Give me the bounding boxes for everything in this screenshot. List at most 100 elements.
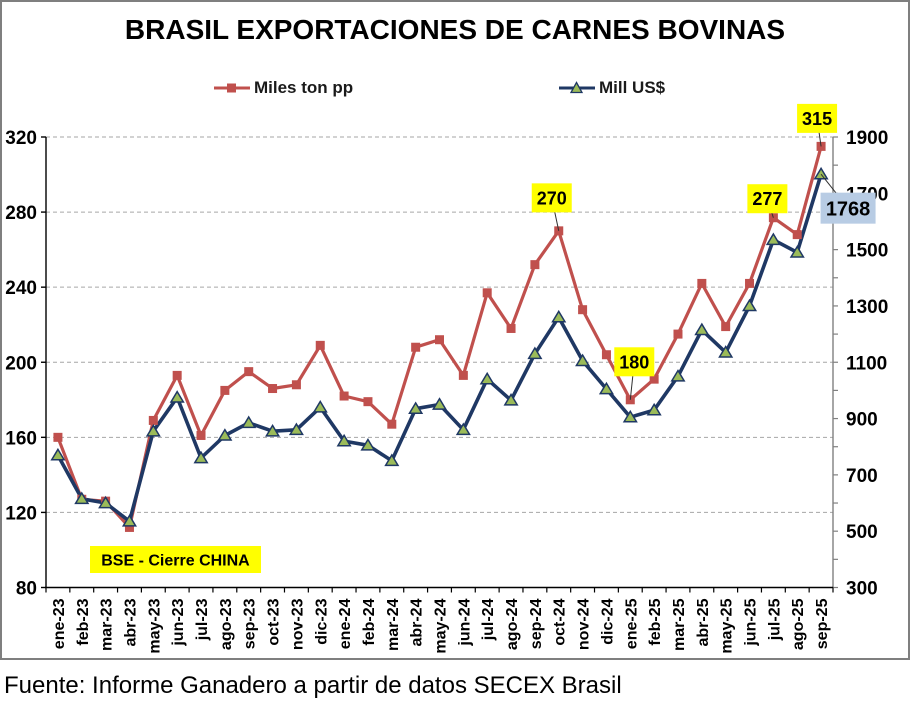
data-point-marker	[506, 323, 516, 333]
data-point-marker	[265, 423, 281, 437]
data-point-marker	[649, 374, 659, 384]
x-axis-label: oct-24	[552, 598, 569, 645]
legend-item-miles-ton: Miles ton pp	[213, 78, 353, 98]
data-point-marker	[124, 522, 134, 532]
annotation-label: 180	[619, 352, 649, 372]
x-axis-label: abr-23	[122, 598, 139, 646]
data-point-marker	[169, 390, 185, 403]
data-point-marker	[384, 453, 400, 467]
x-axis-label: may-23	[146, 598, 163, 653]
data-point-marker	[336, 433, 352, 447]
annotation-box	[90, 546, 261, 573]
x-axis-label: sep-23	[242, 598, 259, 649]
left-axis-tick-label: 320	[5, 128, 37, 149]
left-axis-tick-label: 240	[5, 278, 37, 299]
chart-legend: Miles ton pp Mill US$	[2, 78, 908, 102]
x-axis-label: feb-25	[647, 598, 664, 645]
x-axis-label: oct-23	[266, 598, 283, 645]
data-point-marker	[387, 419, 397, 429]
x-axis-label: mar-24	[385, 598, 402, 651]
x-axis-label: ene-25	[623, 598, 640, 649]
data-point-marker	[745, 278, 755, 288]
chart-figure: BRASIL EXPORTACIONES DE CARNES BOVINAS M…	[0, 0, 910, 660]
annotation-box	[797, 103, 838, 133]
data-point-marker	[458, 370, 468, 380]
data-point-marker	[673, 329, 683, 339]
annotation-box	[531, 183, 572, 213]
annotations: BSE - Cierre CHINA 270 180 277 315 1768	[90, 103, 876, 573]
data-point-marker	[646, 402, 662, 416]
data-point-marker	[172, 370, 182, 380]
legend-item-mill-usd: Mill US$	[558, 78, 665, 98]
annotation-label: 1768	[826, 198, 871, 220]
data-point-marker	[98, 495, 114, 509]
data-point-marker	[601, 350, 611, 360]
x-axis-labels: ene-23 feb-23 mar-23 abr-23 may-23 jun-23 jul-…	[51, 598, 831, 653]
x-axis-label: ene-24	[337, 598, 354, 649]
x-axis-label: may-25	[719, 598, 736, 653]
left-axis-tick-label: 120	[5, 503, 37, 524]
data-point-marker	[360, 438, 376, 451]
data-point-marker	[121, 514, 137, 527]
gridlines	[46, 136, 833, 513]
data-point-marker	[50, 447, 66, 461]
right-axis-tick-label: 1100	[846, 353, 887, 374]
data-point-marker	[291, 380, 301, 390]
x-axis-label: ene-23	[51, 598, 68, 649]
x-axis-label: jul-23	[194, 598, 211, 641]
legend-marker-square-icon	[214, 83, 250, 93]
data-point-marker	[268, 384, 278, 394]
data-point-marker	[482, 288, 492, 298]
data-point-marker	[148, 415, 158, 425]
data-point-marker	[813, 166, 829, 180]
data-point-marker	[74, 491, 90, 505]
annotation-label: 315	[802, 109, 832, 129]
x-axis-label: ago-25	[790, 598, 807, 650]
x-axis-label: jul-25	[766, 598, 783, 641]
data-point-marker	[408, 401, 424, 415]
data-point-marker	[312, 400, 328, 413]
data-point-marker	[503, 392, 519, 406]
x-axis-label: ago-24	[504, 598, 521, 650]
right-axis-tick-label: 1500	[846, 241, 888, 262]
x-axis-label: nov-24	[576, 598, 593, 650]
data-point-marker	[220, 385, 230, 395]
data-point-marker	[193, 450, 209, 464]
right-axis-tick-label: 1300	[846, 297, 888, 318]
data-point-marker	[145, 423, 161, 437]
data-point-marker	[530, 260, 540, 270]
annotation-label: 277	[752, 189, 782, 209]
x-axis-label: mar-25	[671, 598, 688, 651]
data-point-marker	[339, 391, 349, 401]
x-axis-label: sep-24	[528, 598, 545, 649]
x-axis-label: feb-24	[361, 598, 378, 645]
x-axis-label: sep-25	[814, 598, 831, 649]
data-point-marker	[217, 428, 233, 441]
series-markers-mill-usd	[50, 166, 829, 527]
line-chart-plot: 3202802402001601208019001700150013001100…	[5, 103, 888, 654]
source-note: Fuente: Informe Ganadero a partir de dat…	[4, 672, 622, 699]
x-axis-label: abr-24	[409, 598, 426, 646]
left-axis-tick-label: 200	[5, 353, 37, 374]
data-point-marker	[622, 409, 638, 423]
data-point-marker	[765, 232, 781, 246]
data-point-marker	[241, 415, 257, 429]
data-point-marker	[411, 342, 421, 352]
right-axis-tick-label: 900	[846, 410, 878, 431]
data-point-marker	[697, 278, 707, 288]
x-axis-label: jun-23	[170, 598, 187, 646]
x-axis-label: jun-25	[743, 598, 760, 646]
annotation-box	[747, 184, 788, 214]
annotation-box	[820, 192, 876, 224]
x-axis-label: abr-25	[695, 598, 712, 646]
data-point-marker	[435, 335, 444, 345]
data-point-marker	[575, 353, 591, 367]
data-point-marker	[527, 346, 543, 360]
x-axis-label: nov-23	[289, 598, 306, 650]
data-point-marker	[789, 245, 805, 258]
x-axis-label: mar-23	[99, 598, 116, 651]
x-axis-label: feb-23	[75, 598, 92, 645]
series-line-mill-usd	[56, 172, 823, 524]
legend-label-miles-ton: Miles ton pp	[254, 78, 354, 97]
x-axis-label: ago-23	[218, 598, 235, 650]
